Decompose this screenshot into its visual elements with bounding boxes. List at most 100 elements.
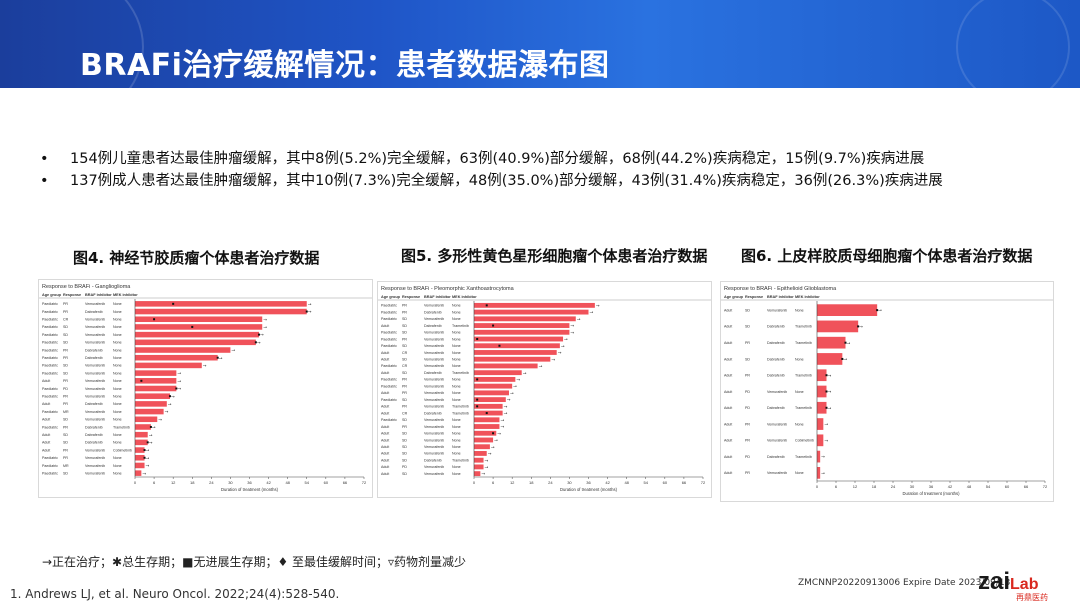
bar (474, 343, 560, 349)
row-label: Paediatric (381, 384, 397, 388)
summary-bullets: • 154例儿童患者达最佳肿瘤缓解，其中8例(5.2%)完全缓解，63例(40.9… (40, 148, 943, 192)
arrow-marker: → (481, 472, 485, 477)
pfs-marker (140, 379, 143, 382)
row-label: None (452, 384, 461, 388)
bar (474, 424, 500, 429)
chart-panel-ganglioglioma: Response to BRAFi - Ganglioglioma Age gro… (38, 279, 373, 498)
row-label: Adult (381, 358, 389, 362)
row-label: None (113, 464, 122, 468)
bar (474, 323, 570, 328)
row-label: Dabrafenib (85, 433, 103, 437)
pfs-marker (168, 395, 171, 398)
row-label: Dabrafenib (424, 371, 442, 375)
arrow-marker: → (257, 341, 261, 346)
x-tick-label: 12 (510, 480, 515, 485)
bullet-text: 137例成人患者达最佳肿瘤缓解，其中10例(7.3%)完全缓解，48例(35.0… (70, 173, 943, 189)
arrow-marker: → (177, 387, 181, 392)
bar (474, 309, 589, 315)
arrow-marker: → (513, 385, 517, 390)
row-label: Paediatric (42, 348, 58, 352)
x-tick-label: 6 (835, 484, 838, 489)
arrow-marker: → (504, 405, 508, 410)
bar (474, 417, 500, 423)
row-label: CR (402, 364, 408, 368)
x-tick-label: 36 (247, 480, 252, 485)
row-label: None (113, 371, 122, 375)
x-tick-label: 30 (567, 480, 572, 485)
row-label: None (452, 465, 461, 469)
row-label: SD (402, 445, 407, 449)
arrow-marker: → (570, 331, 574, 336)
bar (817, 369, 827, 382)
arrow-marker: → (263, 318, 267, 323)
row-label: SD (402, 472, 407, 476)
row-label: SD (63, 341, 68, 345)
row-label: SD (402, 371, 407, 375)
row-label: Adult (724, 455, 732, 459)
bar (135, 339, 256, 346)
bar (135, 324, 263, 330)
row-label: Vemurafenib (85, 341, 105, 345)
row-label: None (795, 308, 804, 312)
row-label: None (113, 302, 122, 306)
row-label: SD (402, 344, 407, 348)
arrow-marker: → (590, 311, 594, 316)
row-label: None (113, 364, 122, 368)
row-label: Dabrafenib (767, 406, 785, 410)
row-label: Trametinib (452, 405, 469, 409)
arrow-marker: → (142, 472, 146, 477)
row-label: Vemurafenib (85, 418, 105, 422)
pfs-marker (254, 341, 257, 344)
expire-code: ZMCNNP20220913006 Expire Date 2023/09/13 (798, 578, 1011, 588)
row-label: Dabrafenib (85, 402, 103, 406)
arrow-marker: → (146, 449, 150, 454)
row-label: Adult (42, 441, 50, 445)
row-label: SD (63, 325, 68, 329)
row-label: Vemurafenib (85, 302, 105, 306)
arrow-marker: → (231, 349, 235, 354)
bar (474, 397, 506, 403)
column-header: BRAF inhibitor (424, 295, 451, 299)
row-label: Dabrafenib (767, 325, 785, 329)
column-header: BRAF inhibitor (85, 293, 112, 297)
row-label: PR (63, 402, 68, 406)
row-label: Paediatric (381, 331, 397, 335)
row-label: PR (63, 302, 68, 306)
row-label: Dabrafenib (767, 374, 785, 378)
row-label: Dabrafenib (767, 357, 785, 361)
bar (135, 393, 170, 399)
arrow-marker: → (577, 317, 581, 322)
bullet-item-adult: • 137例成人患者达最佳肿瘤缓解，其中10例(7.3%)完全缓解，48例(35.… (40, 170, 943, 192)
row-label: SD (745, 325, 750, 329)
row-label: Paediatric (381, 364, 397, 368)
row-label: Adult (381, 391, 389, 395)
bar (817, 467, 821, 479)
row-label: Adult (381, 472, 389, 476)
pfs-marker (498, 344, 501, 347)
row-label: Vemurafenib (85, 387, 105, 391)
bar (474, 329, 570, 335)
row-label: PR (402, 425, 407, 429)
x-tick-label: 60 (663, 480, 668, 485)
waterfall-chart-egbm: Response to BRAFi - Epithelioid Glioblas… (721, 286, 1053, 496)
row-label: Paediatric (42, 310, 58, 314)
bar (135, 454, 145, 461)
row-label: Vemurafenib (85, 410, 105, 414)
figure-5-title: 图5. 多形性黄色星形细胞瘤个体患者治疗数据 (401, 247, 708, 265)
arrow-marker: → (847, 341, 851, 346)
row-label: None (113, 394, 122, 398)
row-label: PR (745, 422, 750, 426)
x-tick-label: 0 (473, 480, 476, 485)
arrow-marker: → (551, 358, 555, 363)
row-label: Paediatric (42, 371, 58, 375)
row-label: Paediatric (42, 333, 58, 337)
row-label: Adult (42, 418, 50, 422)
row-label: Adult (381, 452, 389, 456)
bar (474, 350, 557, 355)
row-label: Vemurafenib (85, 464, 105, 468)
row-label: Adult (381, 371, 389, 375)
x-axis-label: Duration of treatment (months) (560, 487, 618, 492)
row-label: Dabrafenib (424, 411, 442, 415)
row-label: SD (402, 398, 407, 402)
row-label: SD (63, 333, 68, 337)
